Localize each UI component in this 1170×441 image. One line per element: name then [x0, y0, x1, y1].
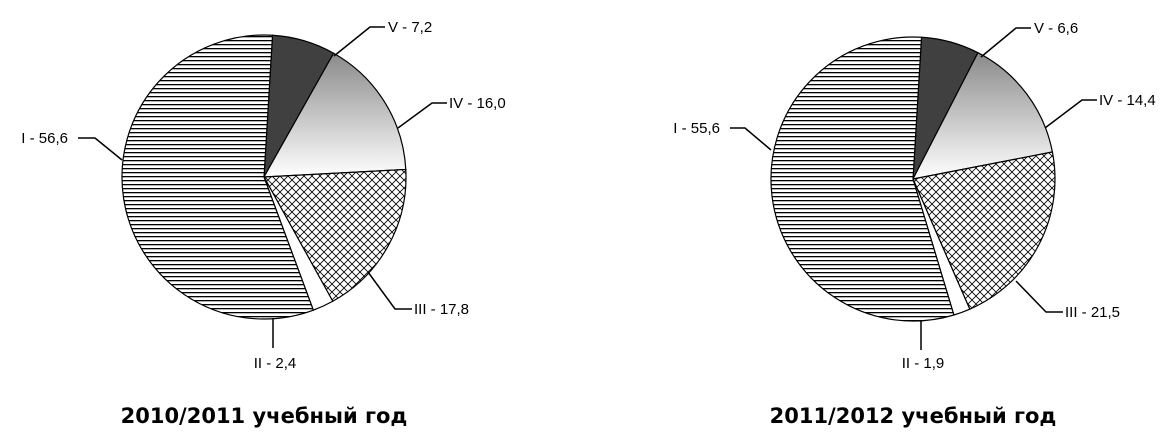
chart-title: 2011/2012 учебный год	[770, 404, 1057, 428]
leader-line	[980, 27, 1031, 58]
pie-slice-3	[912, 151, 1056, 310]
pie-slice-2	[911, 51, 1054, 180]
chart-title: 2010/2011 учебный год	[121, 404, 408, 428]
slice-label: II - 2,4	[254, 355, 297, 372]
pie-chart-2011-2012: V - 6,6 IV - 14,4 III - 21,5 II - 1,9 I - 55…	[673, 20, 1155, 428]
slice-label: III - 17,8	[414, 301, 469, 318]
leader-line	[397, 102, 447, 129]
leader-line	[333, 26, 385, 57]
leader-line	[730, 127, 772, 151]
leader-line	[1044, 99, 1097, 129]
leader-line	[78, 137, 123, 161]
leader-line	[367, 271, 412, 310]
slice-label: V - 6,6	[1034, 20, 1078, 37]
pie-slice-3	[263, 168, 407, 303]
pie-slice-5	[770, 36, 955, 322]
leader-line	[1015, 280, 1063, 313]
pie-slice-5	[121, 34, 315, 320]
slice-label: IV - 14,4	[1099, 92, 1156, 109]
slice-label: II - 1,9	[902, 355, 945, 372]
slice-label: I - 55,6	[673, 120, 720, 137]
slice-label: I - 56,6	[21, 130, 68, 147]
slice-label: V - 7,2	[388, 19, 432, 36]
pie-chart-2010-2011: V - 7,2 IV - 16,0 III - 17,8 II - 2,4 I - 56…	[21, 19, 505, 428]
pie-slice-2	[262, 52, 407, 178]
slice-label: IV - 16,0	[449, 95, 506, 112]
slice-label: III - 21,5	[1065, 304, 1120, 321]
